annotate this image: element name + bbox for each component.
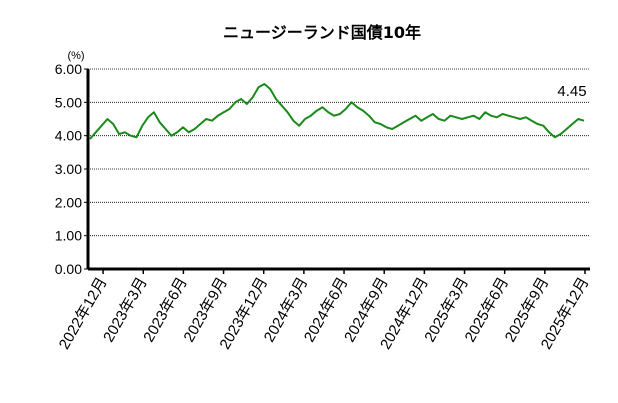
y-tick-label: 3.00 xyxy=(55,161,82,177)
y-tick-label: 1.00 xyxy=(55,228,82,244)
y-tick-label: 4.00 xyxy=(55,128,82,144)
y-tick-label: 6.00 xyxy=(55,61,82,77)
chart-title: ニュージーランド国債10年 xyxy=(223,23,421,42)
y-tick-label: 2.00 xyxy=(55,194,82,210)
x-tick-label: 2022年12月 xyxy=(56,275,111,353)
y-tick-label: 0.00 xyxy=(55,261,82,277)
y-tick-label: 5.00 xyxy=(55,94,82,110)
y-axis-tick-labels: 0.00 1.00 2.00 3.00 4.00 5.00 6.00 xyxy=(55,61,82,277)
y-axis-unit-label: (%) xyxy=(67,50,84,62)
x-axis-tick-labels: 2022年12月2023年3月2023年6月2023年9月2023年12月202… xyxy=(56,275,593,353)
series-group xyxy=(89,83,585,140)
gridlines xyxy=(88,68,590,237)
series-line-0 xyxy=(89,83,585,140)
axes xyxy=(84,68,590,274)
last-value-label: 4.45 xyxy=(557,83,586,100)
